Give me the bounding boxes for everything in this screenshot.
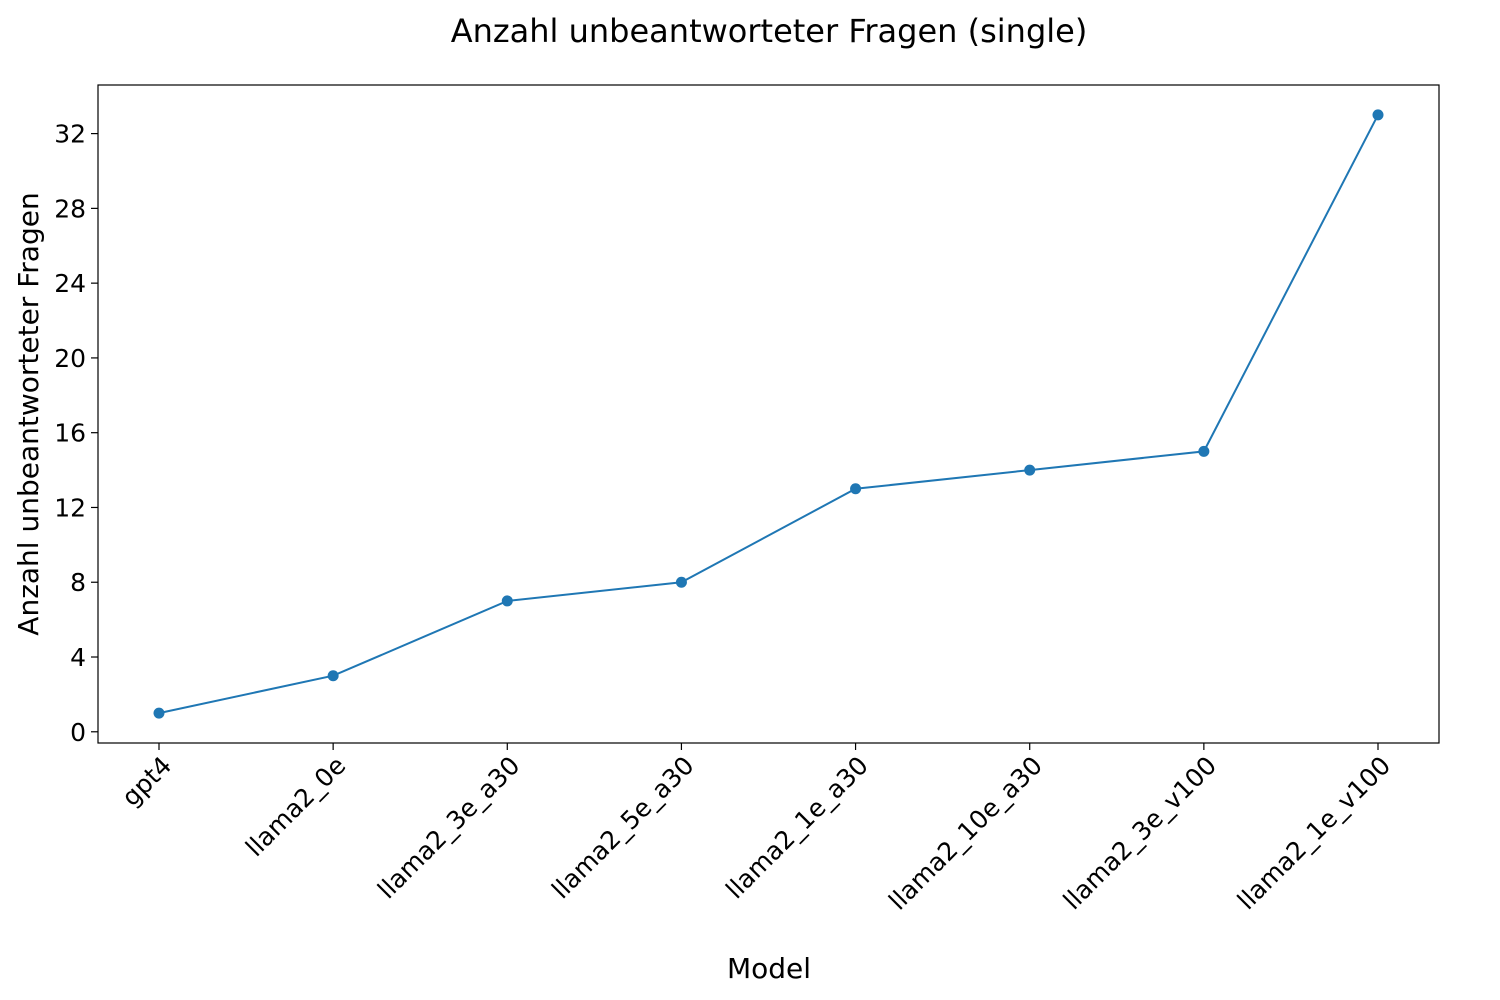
x-axis-label: Model	[727, 952, 811, 985]
data-point	[850, 483, 862, 495]
series-group	[153, 109, 1384, 719]
y-axis-label: Anzahl unbeantworteter Fragen	[12, 192, 45, 635]
x-tick-label: llama2_1e_v100	[1232, 751, 1396, 915]
y-tick-label: 20	[54, 344, 86, 373]
y-axis: 0 4 8 12 16 20 24 28 32	[54, 120, 98, 747]
x-tick-label: llama2_0e	[240, 751, 351, 862]
x-tick-label: llama2_3e_v100	[1058, 751, 1222, 915]
x-tick-label: llama2_3e_a30	[372, 751, 526, 905]
x-axis: gpt4 llama2_0e llama2_3e_a30 llama2_5e_a30 l…	[116, 743, 1396, 916]
y-tick-label: 32	[54, 120, 86, 149]
data-point	[327, 670, 339, 682]
data-point	[1024, 464, 1036, 476]
series-line	[158, 114, 1379, 715]
data-point	[153, 707, 165, 719]
data-point	[675, 576, 687, 588]
y-tick-label: 0	[70, 718, 86, 747]
plot-frame	[97, 84, 1440, 744]
y-tick-label: 28	[54, 194, 86, 223]
data-point	[1198, 445, 1210, 457]
data-point	[1372, 109, 1384, 121]
x-tick-label: llama2_1e_a30	[720, 751, 874, 905]
x-tick-label: llama2_10e_a30	[883, 751, 1048, 916]
y-tick-label: 24	[54, 269, 86, 298]
x-tick-label: llama2_5e_a30	[546, 751, 700, 905]
chart-title: Anzahl unbeantworteter Fragen (single)	[451, 12, 1088, 50]
y-tick-label: 4	[70, 643, 86, 672]
y-tick-label: 16	[54, 419, 86, 448]
y-tick-label: 8	[70, 568, 86, 597]
y-tick-label: 12	[54, 493, 86, 522]
data-point	[501, 595, 513, 607]
x-tick-label: gpt4	[116, 751, 177, 812]
